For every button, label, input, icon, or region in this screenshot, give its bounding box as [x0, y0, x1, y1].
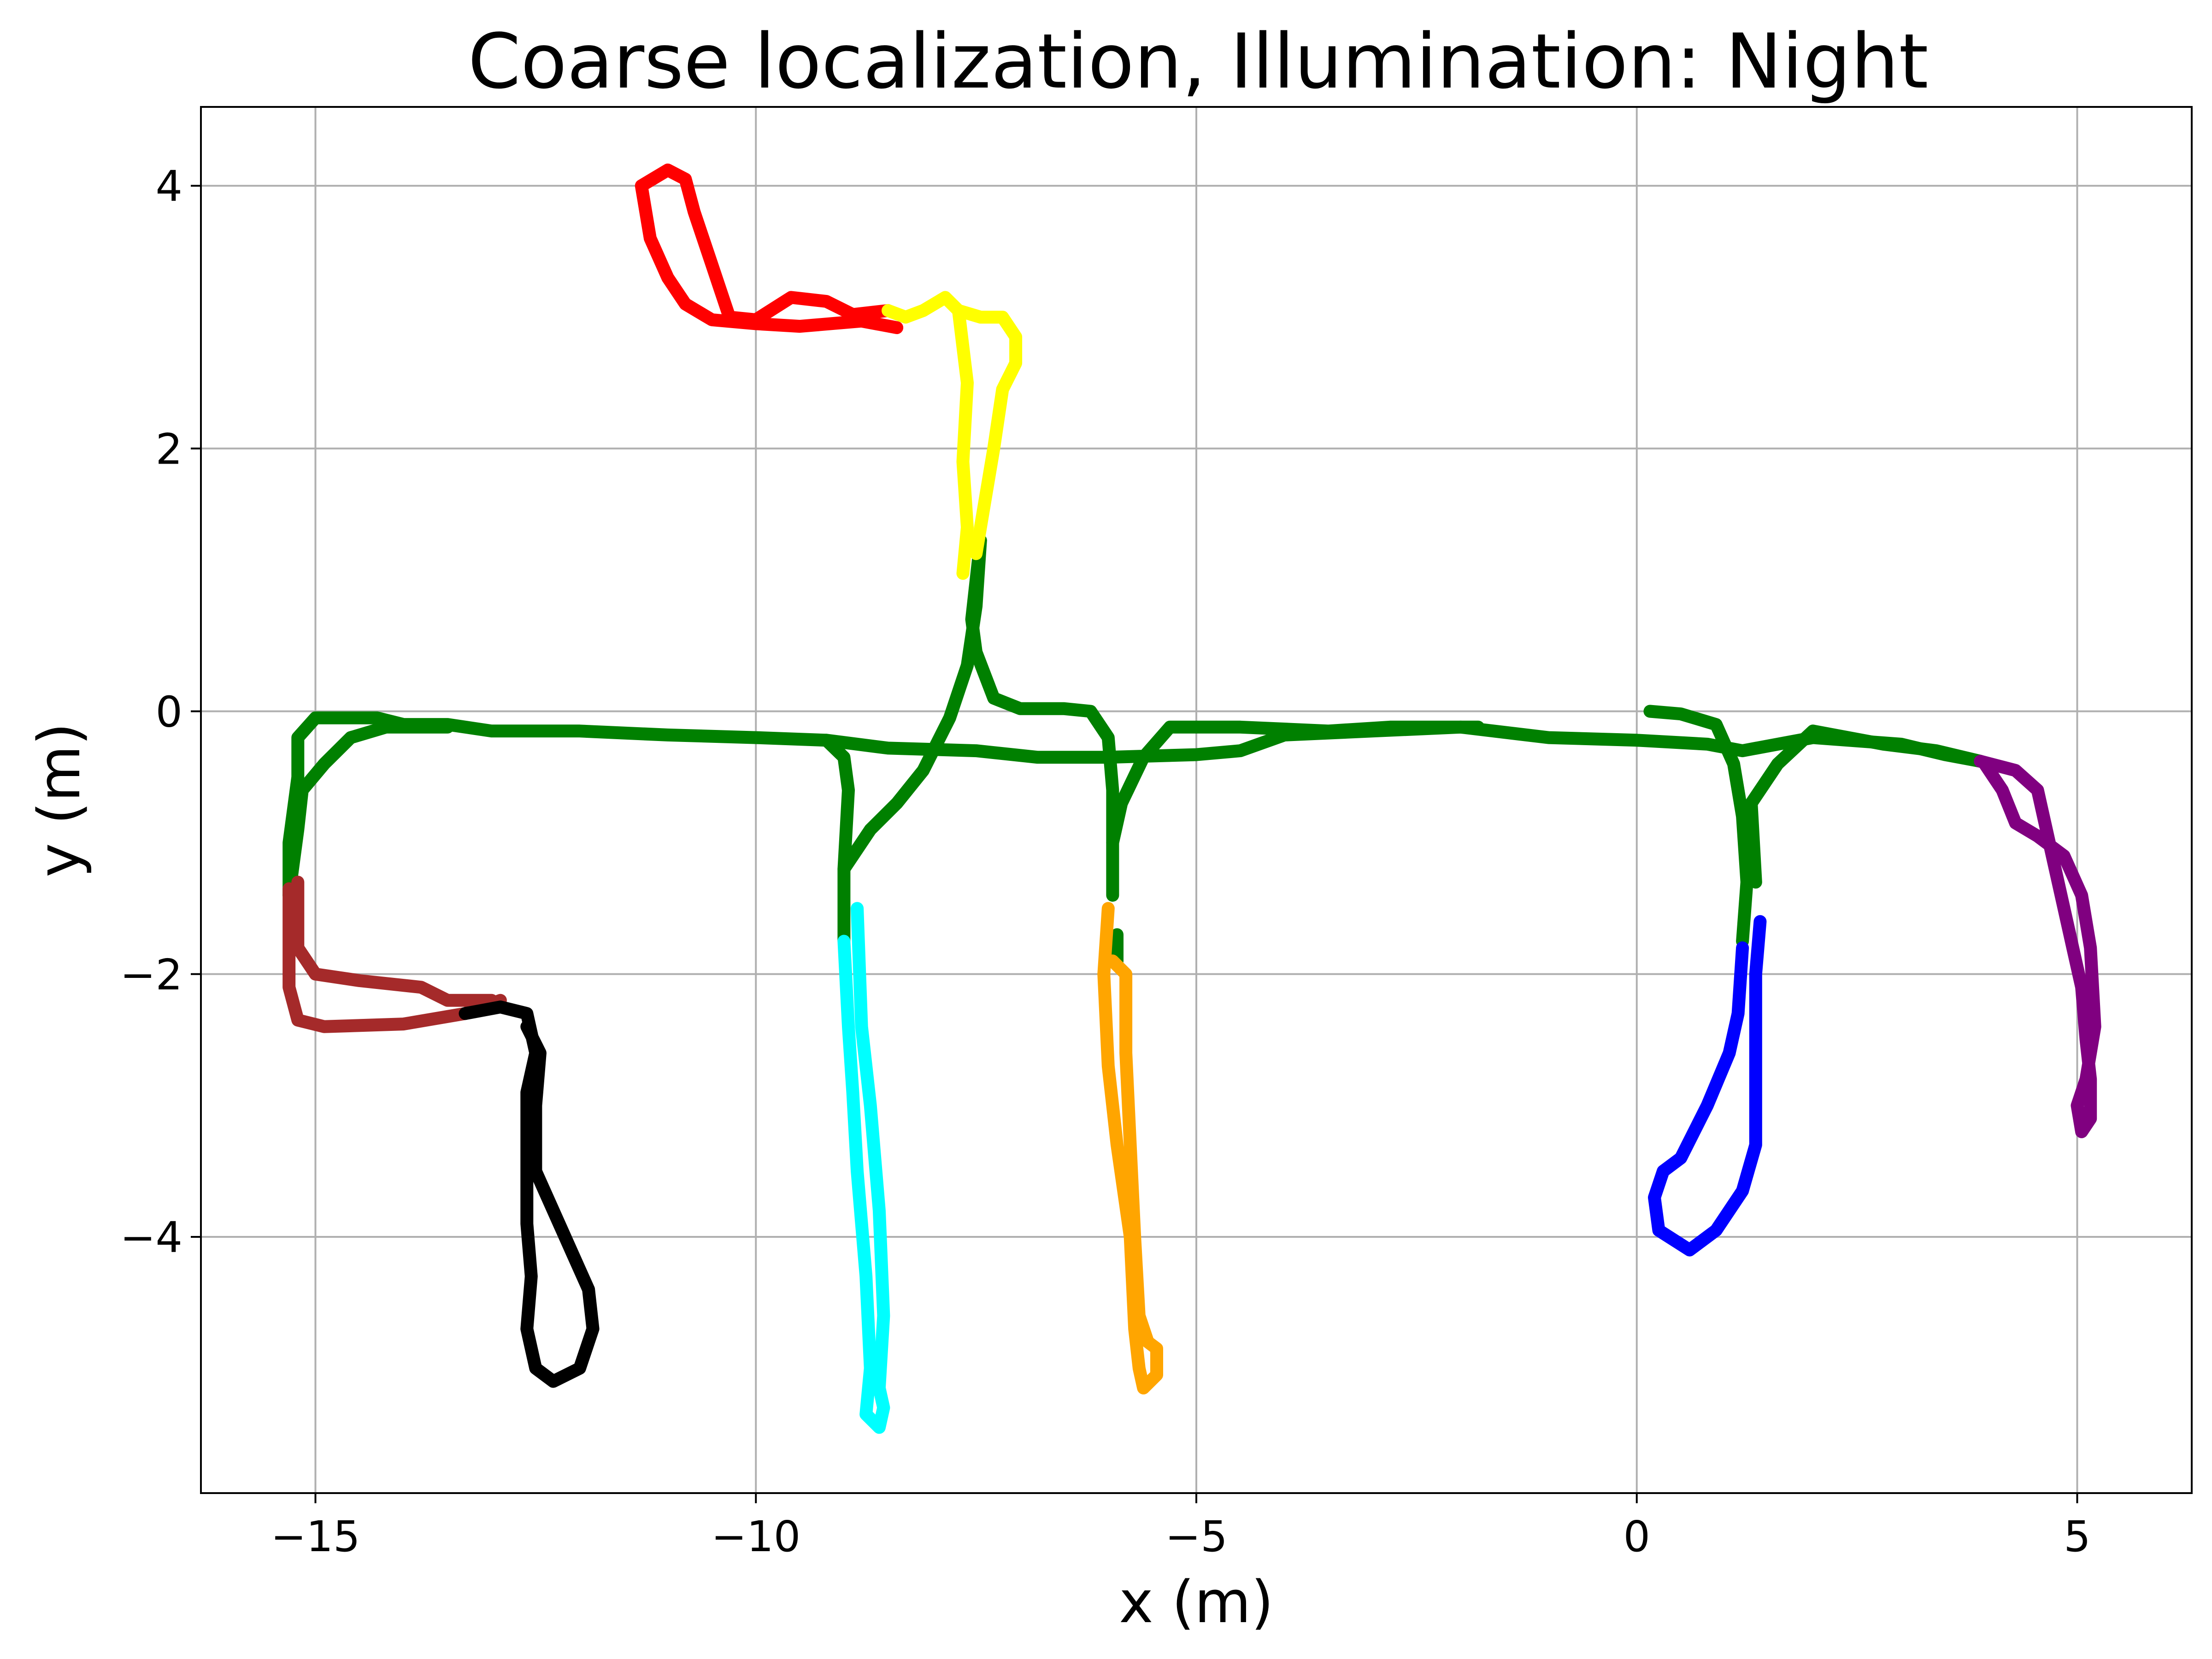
- trajectory-segment: [1745, 724, 1987, 889]
- x-tick-label: −10: [711, 1512, 800, 1561]
- y-tick-label: −2: [120, 950, 182, 1000]
- trajectory-series: [1648, 915, 1767, 1257]
- axis-ticks: −15 −10 −5 0 5 −4 −2 0 2 4: [120, 162, 2090, 1561]
- grid-lines: [201, 107, 2192, 1493]
- x-tick-label: −5: [1165, 1512, 1228, 1561]
- trajectory-segment: [965, 534, 1119, 902]
- trajectory-traces: [282, 163, 2101, 1434]
- trajectory-series: [837, 902, 890, 1434]
- trajectory-segment: [291, 876, 498, 1007]
- trajectory-series: [882, 291, 1023, 580]
- trajectory-segment: [820, 734, 855, 948]
- trajectory-series: [282, 876, 507, 1033]
- trajectory-segment: [1648, 915, 1767, 1257]
- y-tick-label: 0: [155, 688, 182, 737]
- trajectory-segment: [282, 711, 1987, 902]
- trajectory-segment: [952, 304, 974, 580]
- x-axis-label: x (m): [1119, 1568, 1274, 1636]
- trajectory-series: [282, 534, 1987, 968]
- x-tick-label: −15: [271, 1512, 360, 1561]
- trajectory-segment: [1106, 720, 1485, 849]
- y-tick-label: 2: [155, 424, 182, 474]
- chart-title: Coarse localization, Illumination: Night: [468, 18, 1928, 106]
- trajectory-segment: [837, 534, 987, 876]
- trajectory-series: [459, 1000, 600, 1388]
- trajectory-segment: [1974, 754, 2101, 1138]
- trajectory-segment: [1643, 705, 1753, 948]
- trajectory-segment: [635, 163, 904, 334]
- trajectory-series: [1974, 754, 2101, 1138]
- trajectory-segment: [1097, 902, 1163, 1394]
- x-tick-label: 5: [2064, 1512, 2091, 1561]
- trajectory-series: [635, 163, 904, 334]
- x-tick-label: 0: [1623, 1512, 1650, 1561]
- y-tick-label: −4: [120, 1213, 182, 1262]
- trajectory-segment: [282, 720, 454, 902]
- trajectory-segment: [882, 291, 1023, 560]
- y-tick-label: 4: [155, 162, 182, 211]
- trajectory-segment: [282, 882, 507, 1033]
- y-axis-label: y (m): [25, 723, 93, 877]
- trajectory-series: [1097, 902, 1163, 1394]
- trajectory-segment: [837, 902, 890, 1434]
- trajectory-segment: [459, 1000, 600, 1388]
